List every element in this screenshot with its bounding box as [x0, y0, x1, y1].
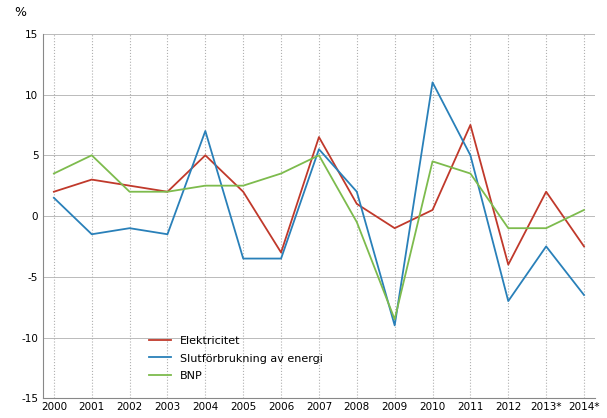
- Slutförbrukning av energi: [277, 256, 285, 261]
- Slutförbrukning av energi: [543, 244, 550, 249]
- BNP: [504, 226, 512, 231]
- Slutförbrukning av energi: [126, 226, 134, 231]
- Line: Slutförbrukning av energi: Slutförbrukning av energi: [54, 82, 584, 325]
- BNP: [543, 226, 550, 231]
- BNP: [467, 171, 474, 176]
- BNP: [353, 219, 361, 224]
- Y-axis label: %: %: [15, 6, 26, 19]
- Line: Elektricitet: Elektricitet: [54, 125, 584, 265]
- Elektricitet: [202, 153, 209, 158]
- Line: BNP: BNP: [54, 155, 584, 319]
- Slutförbrukning av energi: [164, 232, 171, 237]
- BNP: [580, 207, 588, 212]
- Elektricitet: [126, 183, 134, 188]
- BNP: [391, 317, 398, 322]
- Slutförbrukning av energi: [353, 189, 361, 194]
- Legend: Elektricitet, Slutförbrukning av energi, BNP: Elektricitet, Slutförbrukning av energi,…: [144, 331, 327, 385]
- Elektricitet: [277, 250, 285, 255]
- BNP: [277, 171, 285, 176]
- BNP: [50, 171, 58, 176]
- BNP: [202, 183, 209, 188]
- Elektricitet: [391, 226, 398, 231]
- Slutförbrukning av energi: [315, 147, 322, 152]
- Elektricitet: [580, 244, 588, 249]
- Slutförbrukning av energi: [467, 153, 474, 158]
- BNP: [315, 153, 322, 158]
- Slutförbrukning av energi: [391, 323, 398, 328]
- Slutförbrukning av energi: [202, 128, 209, 133]
- BNP: [88, 153, 95, 158]
- BNP: [126, 189, 134, 194]
- BNP: [240, 183, 247, 188]
- Slutförbrukning av energi: [580, 293, 588, 298]
- Elektricitet: [543, 189, 550, 194]
- Slutförbrukning av energi: [429, 80, 436, 85]
- Elektricitet: [467, 122, 474, 127]
- BNP: [164, 189, 171, 194]
- Slutförbrukning av energi: [504, 298, 512, 303]
- Elektricitet: [50, 189, 58, 194]
- BNP: [429, 159, 436, 164]
- Elektricitet: [164, 189, 171, 194]
- Elektricitet: [88, 177, 95, 182]
- Slutförbrukning av energi: [88, 232, 95, 237]
- Elektricitet: [504, 262, 512, 267]
- Elektricitet: [429, 207, 436, 212]
- Elektricitet: [240, 189, 247, 194]
- Slutförbrukning av energi: [50, 195, 58, 200]
- Slutförbrukning av energi: [240, 256, 247, 261]
- Elektricitet: [353, 201, 361, 206]
- Elektricitet: [315, 135, 322, 140]
